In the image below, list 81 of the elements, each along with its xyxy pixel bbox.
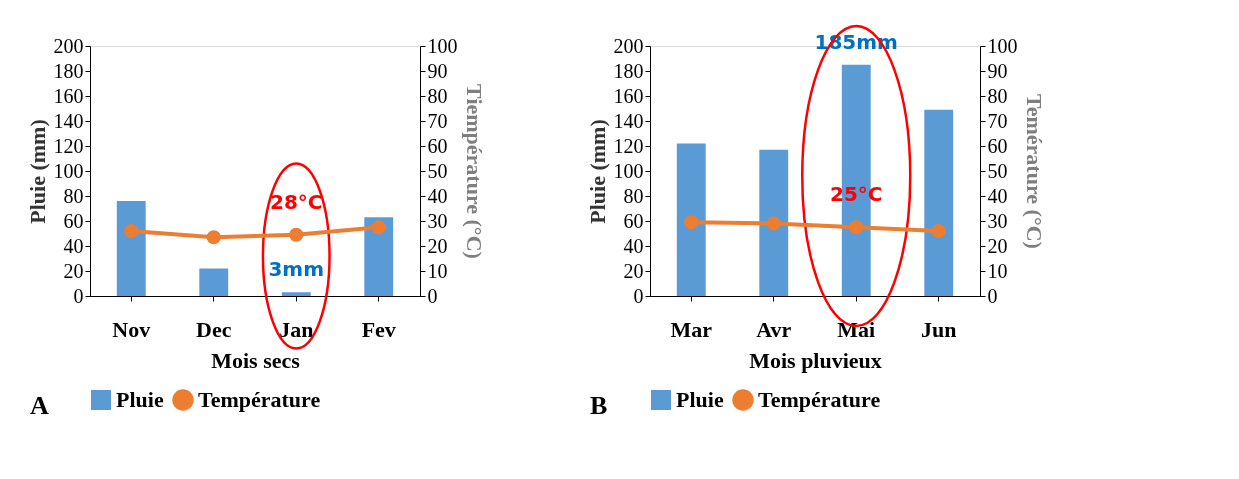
bar bbox=[364, 217, 394, 296]
y-tick-label: 60 bbox=[623, 209, 644, 232]
y-tick-label: 60 bbox=[63, 209, 84, 232]
point bbox=[766, 216, 781, 231]
y-tick-label: 20 bbox=[623, 259, 644, 282]
legend-label: Pluie bbox=[676, 387, 724, 412]
y2-tick-label: 70 bbox=[987, 109, 1008, 132]
y2-tick-label: 20 bbox=[987, 234, 1008, 257]
bar bbox=[924, 109, 954, 296]
point bbox=[371, 220, 386, 235]
y-tick-label: 160 bbox=[53, 84, 84, 107]
x-axis-title: Mois pluvieux bbox=[749, 347, 882, 373]
y-tick-label: 0 bbox=[633, 284, 644, 307]
point bbox=[931, 223, 946, 239]
y2-tick-label: 40 bbox=[987, 184, 1008, 207]
y-tick-label: 80 bbox=[63, 184, 84, 207]
y-tick-label: 120 bbox=[53, 134, 84, 157]
x-tick-label: Jun bbox=[921, 316, 957, 342]
text: B bbox=[590, 391, 608, 420]
x-tick-label: Avr bbox=[756, 316, 792, 342]
x-tick-label: Nov bbox=[112, 316, 151, 342]
x-tick-label: Mai bbox=[837, 316, 876, 342]
y-tick-label: 180 bbox=[613, 59, 644, 82]
legend-label: Pluie bbox=[116, 387, 164, 412]
y2-tick-label: 20 bbox=[427, 234, 448, 257]
point bbox=[849, 220, 864, 235]
text: A bbox=[30, 391, 49, 420]
y-tick-label: 40 bbox=[63, 234, 84, 257]
y2-tick-label: 80 bbox=[987, 84, 1008, 107]
y-tick-label: 180 bbox=[53, 59, 84, 82]
y2-tick-label: 50 bbox=[427, 159, 448, 182]
x-tick-label: Fev bbox=[361, 316, 396, 342]
y2-axis-title: Tiempérature (°C) bbox=[461, 84, 487, 259]
y2-tick-label: 0 bbox=[427, 284, 438, 307]
x-tick-label: Dec bbox=[196, 316, 232, 342]
y2-tick-label: 60 bbox=[987, 134, 1008, 157]
y-tick-label: 100 bbox=[53, 159, 84, 182]
y-axis-title: Pluie (mm) bbox=[24, 119, 50, 224]
point bbox=[206, 230, 221, 245]
y2-tick-label: 90 bbox=[427, 59, 448, 82]
y2-tick-label: 60 bbox=[427, 134, 448, 157]
annotation: 3mm bbox=[268, 257, 325, 282]
bar bbox=[759, 149, 789, 296]
y2-tick-label: 100 bbox=[987, 34, 1018, 57]
y2-tick-label: 10 bbox=[987, 259, 1008, 282]
y-tick-label: 80 bbox=[623, 184, 644, 207]
x-axis-title: Mois secs bbox=[211, 347, 301, 373]
y-tick-label: 20 bbox=[63, 259, 84, 282]
y-tick-label: 140 bbox=[53, 109, 84, 132]
bar bbox=[676, 143, 706, 296]
y-tick-label: 120 bbox=[613, 134, 644, 157]
y2-tick-label: 30 bbox=[987, 209, 1008, 232]
point bbox=[684, 215, 699, 230]
y-tick-label: 200 bbox=[53, 34, 84, 57]
point bbox=[124, 223, 139, 239]
legend-label: Température bbox=[758, 387, 881, 412]
y2-tick-label: 80 bbox=[427, 84, 448, 107]
y2-tick-label: 70 bbox=[427, 109, 448, 132]
annotation: 28°C bbox=[269, 189, 323, 214]
y2-tick-label: 90 bbox=[987, 59, 1008, 82]
y2-tick-label: 100 bbox=[427, 34, 458, 57]
bar bbox=[281, 292, 311, 296]
bar bbox=[199, 268, 229, 296]
y2-tick-label: 10 bbox=[427, 259, 448, 282]
y-tick-label: 40 bbox=[623, 234, 644, 257]
y-tick-label: 140 bbox=[613, 109, 644, 132]
y-tick-label: 100 bbox=[613, 159, 644, 182]
y-axis-title: Pluie (mm) bbox=[584, 119, 610, 224]
x-tick-label: Jan bbox=[279, 316, 314, 342]
bar bbox=[116, 201, 146, 296]
y-tick-label: 0 bbox=[73, 284, 84, 307]
y2-tick-label: 0 bbox=[987, 284, 998, 307]
point bbox=[289, 227, 304, 242]
y2-axis-title: Temérature (°C) bbox=[1021, 94, 1047, 249]
y-tick-label: 160 bbox=[613, 84, 644, 107]
y2-tick-label: 50 bbox=[987, 159, 1008, 182]
y2-tick-label: 30 bbox=[427, 209, 448, 232]
legend-label: Température bbox=[198, 387, 321, 412]
y2-tick-label: 40 bbox=[427, 184, 448, 207]
x-tick-label: Mar bbox=[670, 316, 713, 342]
y-tick-label: 200 bbox=[613, 34, 644, 57]
